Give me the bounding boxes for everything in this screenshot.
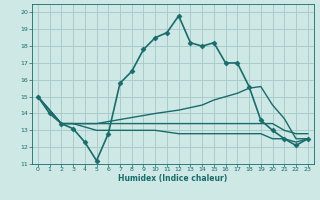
X-axis label: Humidex (Indice chaleur): Humidex (Indice chaleur) <box>118 174 228 183</box>
